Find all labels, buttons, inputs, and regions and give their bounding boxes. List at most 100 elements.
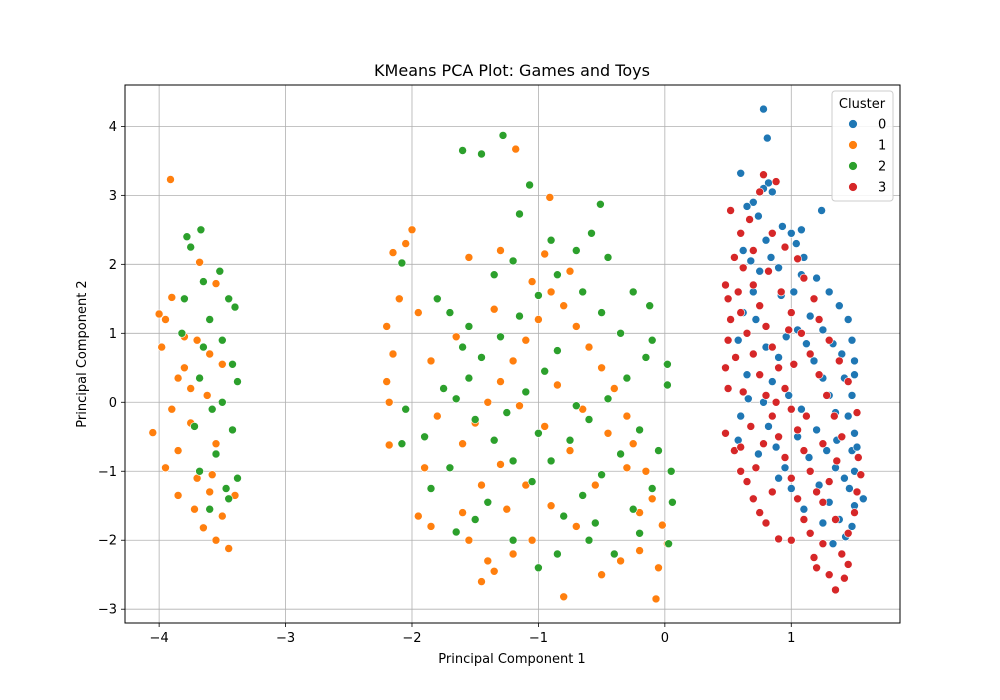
scatter-point-cluster-2 — [546, 456, 556, 466]
scatter-point-cluster-2 — [666, 466, 676, 476]
scatter-point-cluster-0 — [791, 239, 801, 248]
scatter-point-cluster-2 — [635, 528, 644, 538]
scatter-point-cluster-2 — [228, 425, 237, 435]
scatter-point-cluster-0 — [847, 391, 857, 400]
scatter-point-cluster-1 — [546, 287, 556, 297]
scatter-point-cluster-0 — [759, 104, 768, 114]
scatter-point-cluster-2 — [508, 535, 518, 545]
scatter-point-cluster-2 — [578, 491, 588, 500]
scatter-point-cluster-3 — [755, 187, 765, 197]
scatter-point-cluster-2 — [221, 484, 231, 493]
scatter-point-cluster-2 — [401, 404, 411, 414]
scatter-point-cluster-3 — [843, 560, 853, 569]
scatter-point-cluster-3 — [793, 254, 802, 264]
scatter-point-cluster-2 — [215, 266, 225, 276]
scatter-point-cluster-2 — [489, 435, 499, 445]
scatter-point-cluster-3 — [721, 280, 730, 290]
y-tick-label: −2 — [98, 534, 117, 549]
scatter-point-cluster-1 — [154, 309, 164, 319]
scatter-point-cluster-1 — [451, 332, 461, 342]
scatter-point-cluster-0 — [780, 463, 790, 473]
scatter-point-cluster-3 — [774, 432, 783, 442]
scatter-point-cluster-2 — [190, 422, 199, 431]
scatter-point-cluster-0 — [743, 394, 753, 404]
scatter-point-cluster-0 — [799, 504, 809, 514]
scatter-point-cluster-0 — [845, 484, 854, 493]
scatter-point-cluster-0 — [774, 263, 783, 273]
scatter-point-cluster-2 — [397, 258, 407, 268]
scatter-point-cluster-0 — [754, 211, 763, 221]
scatter-point-cluster-3 — [797, 328, 806, 338]
scatter-point-cluster-1 — [192, 335, 202, 345]
scatter-point-cluster-1 — [167, 293, 177, 302]
scatter-point-cluster-1 — [384, 397, 394, 407]
scatter-point-cluster-0 — [843, 411, 853, 421]
scatter-point-cluster-2 — [515, 311, 524, 321]
scatter-point-cluster-2 — [199, 342, 208, 352]
scatter-point-cluster-2 — [397, 439, 407, 449]
scatter-point-cluster-1 — [167, 404, 177, 414]
scatter-point-cluster-3 — [786, 308, 796, 317]
scatter-point-cluster-2 — [578, 287, 588, 297]
scatter-point-cluster-2 — [230, 302, 240, 312]
scatter-point-cluster-1 — [464, 253, 474, 262]
scatter-point-cluster-1 — [224, 544, 233, 553]
scatter-point-cluster-1 — [394, 294, 404, 304]
scatter-point-cluster-1 — [657, 520, 667, 530]
scatter-point-cluster-2 — [180, 294, 189, 304]
y-tick-label: 4 — [109, 120, 117, 135]
legend-label-1: 1 — [878, 139, 886, 154]
scatter-point-cluster-2 — [451, 394, 461, 404]
scatter-point-cluster-3 — [832, 456, 842, 466]
scatter-point-cluster-1 — [199, 523, 208, 533]
scatter-point-cluster-0 — [764, 422, 773, 431]
scatter-point-cluster-0 — [736, 411, 746, 421]
scatter-point-cluster-0 — [812, 425, 821, 435]
scatter-point-cluster-3 — [852, 408, 862, 417]
scatter-point-cluster-0 — [786, 229, 796, 238]
scatter-point-cluster-1 — [148, 428, 158, 437]
scatter-point-cluster-3 — [850, 508, 859, 517]
scatter-point-cluster-1 — [413, 308, 423, 317]
scatter-point-cluster-0 — [843, 315, 853, 324]
scatter-point-cluster-2 — [587, 229, 596, 238]
scatter-point-cluster-1 — [218, 359, 227, 369]
scatter-point-cluster-3 — [852, 487, 862, 497]
legend-marker-1 — [848, 140, 858, 150]
scatter-point-cluster-2 — [603, 394, 613, 404]
scatter-point-cluster-1 — [571, 322, 581, 331]
scatter-point-cluster-3 — [736, 308, 746, 317]
scatter-point-cluster-2 — [584, 415, 594, 424]
scatter-point-cluster-0 — [762, 133, 772, 143]
scatter-point-cluster-0 — [850, 356, 859, 366]
legend-marker-3 — [848, 182, 858, 192]
scatter-point-cluster-3 — [733, 287, 743, 297]
scatter-point-cluster-1 — [559, 301, 569, 311]
scatter-point-cluster-0 — [824, 287, 834, 297]
scatter-point-cluster-2 — [609, 549, 619, 559]
scatter-point-cluster-2 — [635, 425, 644, 435]
scatter-point-cluster-3 — [755, 508, 765, 517]
scatter-point-cluster-1 — [540, 249, 550, 259]
scatter-point-cluster-0 — [822, 446, 832, 455]
scatter-point-cluster-1 — [173, 373, 183, 383]
scatter-point-cluster-3 — [818, 439, 828, 449]
scatter-point-cluster-1 — [205, 487, 214, 497]
scatter-point-cluster-1 — [641, 466, 651, 476]
scatter-point-cluster-3 — [748, 494, 758, 504]
scatter-point-cluster-3 — [742, 477, 752, 486]
scatter-point-cluster-2 — [508, 456, 518, 466]
scatter-point-cluster-0 — [797, 225, 806, 235]
scatter-point-cluster-2 — [508, 256, 518, 266]
x-tick-label: −4 — [150, 631, 169, 646]
scatter-point-cluster-1 — [590, 480, 600, 490]
scatter-point-cluster-2 — [540, 366, 550, 376]
scatter-point-cluster-1 — [647, 494, 657, 504]
scatter-point-cluster-2 — [228, 359, 237, 369]
scatter-point-cluster-1 — [166, 175, 175, 184]
scatter-point-cluster-2 — [502, 408, 512, 417]
scatter-point-cluster-0 — [767, 377, 777, 386]
scatter-point-cluster-1 — [388, 248, 398, 257]
scatter-point-cluster-2 — [483, 497, 493, 507]
scatter-point-cluster-3 — [771, 177, 781, 186]
